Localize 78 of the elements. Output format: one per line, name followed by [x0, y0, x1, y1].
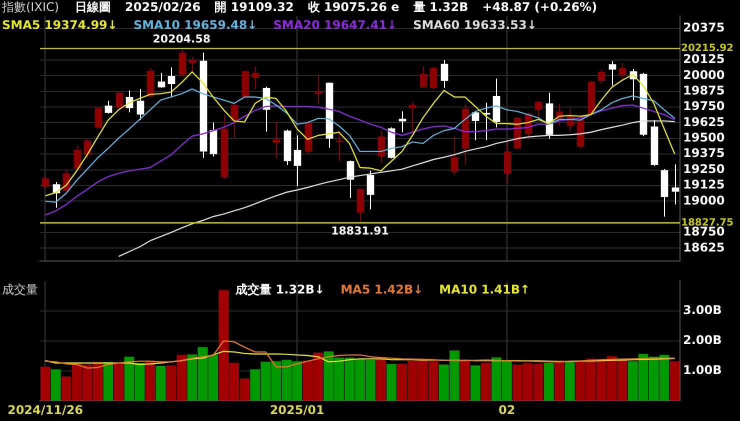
annotation: 18831.91: [331, 224, 389, 238]
y-tick-label: 19125: [683, 178, 725, 192]
bar: [670, 361, 680, 401]
candlestick: [398, 110, 406, 133]
text: SMA10 19659.48↓: [133, 18, 258, 32]
candlestick: [534, 100, 542, 118]
candlestick: [168, 66, 176, 98]
candlestick: [378, 131, 386, 164]
y-tick-label: 19250: [683, 162, 725, 176]
candlestick: [94, 107, 102, 129]
candlestick: [42, 176, 50, 188]
y-tick-label: 20000: [683, 68, 725, 82]
bar: [376, 358, 386, 401]
y-tick-label: 18750: [683, 224, 725, 239]
bar: [114, 364, 124, 401]
y-tick-label: 19875: [683, 83, 725, 98]
text: SMA5 19374.99↓: [2, 18, 118, 32]
text: 開 19109.32: [214, 0, 294, 14]
candlestick: [420, 66, 428, 88]
text: MA5 1.42B↓: [340, 282, 424, 296]
bar: [480, 362, 491, 401]
candlestick: [294, 134, 302, 187]
bar: [386, 364, 396, 401]
text: +48.87 (+0.26%): [482, 0, 598, 14]
candlestick: [450, 136, 458, 176]
chart-title: 成交量: [2, 282, 38, 296]
series-label: 成交量 1.32B↓: [234, 282, 325, 296]
bar: [554, 360, 564, 401]
bar: [564, 361, 575, 401]
y-tick-label: 19500: [683, 130, 725, 145]
bar: [103, 362, 114, 401]
bar: [145, 360, 156, 401]
candlestick: [158, 72, 166, 88]
candlestick: [430, 66, 438, 90]
text: 日線圖: [75, 0, 112, 14]
x-tick-label: 2024/11/26: [7, 402, 84, 417]
candlestick: [188, 56, 196, 72]
y-tick-label: 18625: [683, 240, 725, 254]
candlestick: [366, 170, 374, 210]
candlestick: [356, 188, 364, 223]
bar: [460, 360, 470, 401]
candlestick: [608, 60, 616, 86]
candlestick: [252, 66, 260, 90]
y-tick-label: 19000: [683, 193, 725, 208]
candlestick: [504, 141, 512, 184]
x-tick-label: 2025/01: [270, 402, 324, 417]
y-tick-label: 1.00B: [683, 362, 722, 377]
text: 量 1.32B: [412, 0, 468, 14]
candlestick: [408, 101, 416, 132]
text: 收 19075.26 e: [308, 0, 400, 14]
bar: [156, 366, 166, 401]
candlestick: [104, 100, 112, 114]
candlestick: [74, 145, 82, 170]
candlestick: [136, 88, 144, 121]
bar: [544, 362, 554, 401]
y-tick-label: 20125: [683, 52, 725, 66]
bar: [40, 366, 50, 401]
y-tick-label: 19375: [683, 146, 725, 160]
ref-line-label: 20215.92: [681, 43, 734, 54]
bar: [470, 365, 480, 401]
y-tick-label: 3.00B: [683, 303, 722, 318]
x-tick-label: 02: [498, 402, 516, 417]
candlestick: [440, 60, 448, 88]
text: SMA20 19647.41↓: [273, 18, 398, 32]
chart-title: 指數(IXIC): [1, 0, 60, 14]
candlestick: [178, 49, 186, 77]
y-tick-label: 19750: [683, 99, 725, 114]
text: MA10 1.41B↑: [439, 282, 530, 296]
text: SMA60 19633.53↓: [413, 18, 537, 32]
candlestick: [116, 92, 124, 109]
candlestick: [618, 62, 626, 81]
y-tick-label: 20375: [683, 20, 725, 35]
y-tick-label: 19625: [683, 114, 725, 129]
bar: [50, 369, 61, 401]
annotation: 20204.58: [152, 32, 211, 46]
candlestick: [598, 69, 606, 84]
y-tick-label: 2.00B: [683, 333, 722, 348]
text: 2025/02/26: [125, 0, 201, 14]
